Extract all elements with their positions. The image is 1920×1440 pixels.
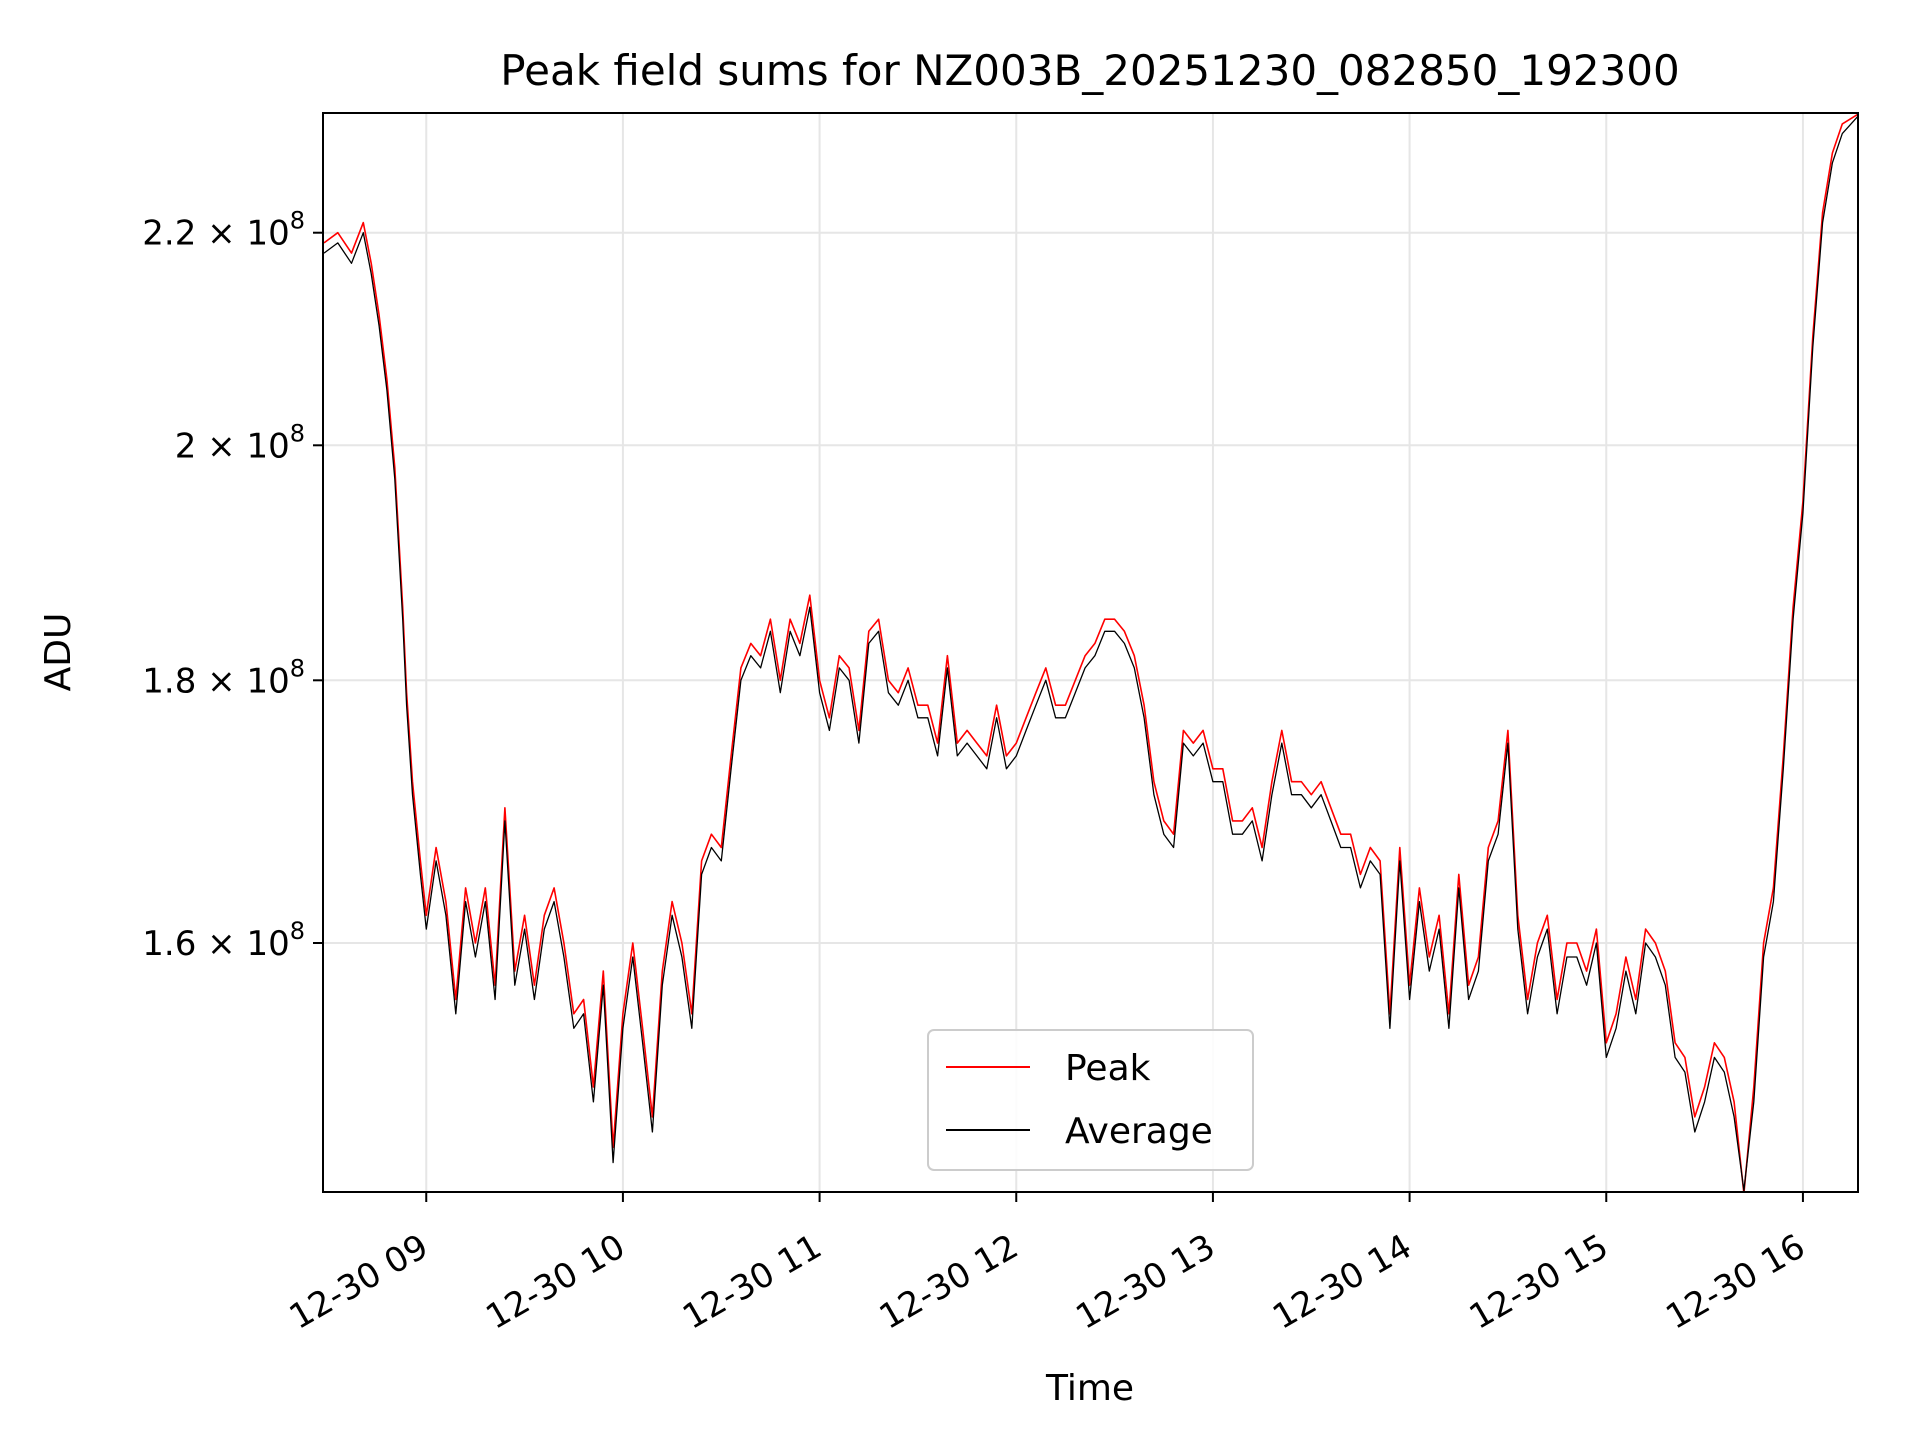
- legend-label-average: Average: [1065, 1111, 1213, 1152]
- x-axis-label: Time: [1045, 1368, 1134, 1409]
- y-tick-label: 2 × 108: [175, 419, 305, 466]
- chart-title: Peak field sums for NZ003B_20251230_0828…: [500, 46, 1679, 95]
- y-tick-label: 1.6 × 108: [142, 917, 305, 964]
- legend-label-peak: Peak: [1065, 1048, 1151, 1089]
- y-axis-label: ADU: [38, 613, 79, 692]
- series-layer: [323, 113, 1858, 1192]
- legend-box: [927, 1029, 1254, 1171]
- plot-frame: [322, 112, 1859, 1193]
- legend: Peak Average: [927, 1029, 1254, 1171]
- grid: [323, 113, 1858, 1192]
- y-tick-label: 1.8 × 108: [142, 654, 305, 701]
- y-tick-label: 2.2 × 108: [142, 207, 305, 254]
- series-line-peak: [323, 113, 1858, 1192]
- series-line-average: [323, 115, 1858, 1192]
